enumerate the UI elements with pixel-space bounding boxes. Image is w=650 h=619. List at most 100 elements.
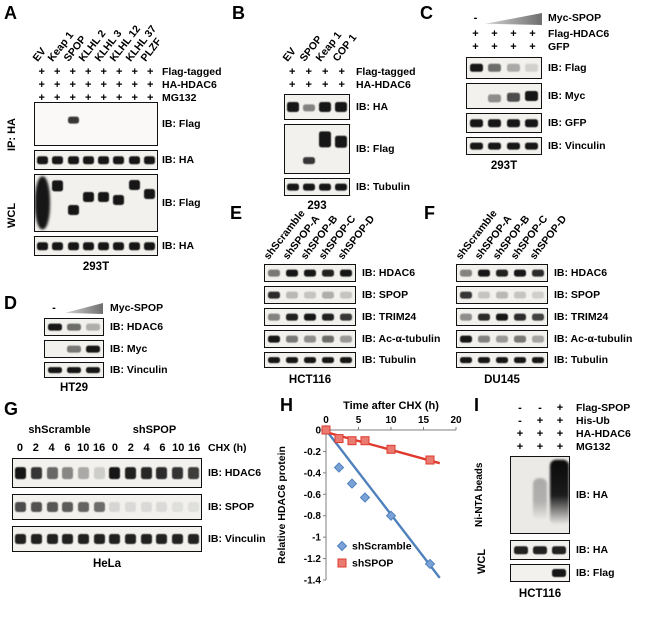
condition-symbol: + [54, 66, 61, 78]
protein-band [124, 533, 137, 545]
ib-label: IB: Vinculin [208, 533, 266, 545]
protein-band [187, 533, 199, 545]
cell-line-label: HeLa [92, 558, 122, 570]
condition-symbol: + [556, 441, 564, 453]
protein-band [531, 291, 545, 299]
protein-band [128, 156, 140, 164]
protein-band [86, 367, 101, 373]
protein-band [47, 367, 62, 373]
protein-band [82, 156, 94, 164]
protein-band [62, 533, 74, 545]
protein-band [98, 192, 110, 203]
protein-band [303, 156, 315, 165]
ib-label: IB: Myc [548, 90, 586, 102]
condition-symbol: + [510, 41, 517, 53]
condition-symbol: + [472, 41, 479, 53]
protein-band [525, 63, 539, 73]
protein-band [140, 501, 152, 513]
protein-band [52, 242, 64, 250]
ib-label: IB: Ac-α-tubulin [362, 333, 441, 345]
protein-band [477, 291, 491, 299]
condition-symbol: + [536, 441, 544, 453]
condition-row-label: GFP [548, 41, 570, 53]
condition-row-values: - + + [510, 415, 570, 427]
condition-row-label: HA-HDAC6 [356, 79, 411, 91]
panel-a-letter: A [4, 3, 17, 23]
western-blot [34, 174, 158, 232]
protein-band [46, 501, 58, 513]
western-blot [284, 124, 350, 174]
side-label-wcl: WCL [6, 202, 18, 228]
protein-band [335, 135, 347, 149]
condition-row-values: + + + [510, 428, 570, 440]
protein-band [140, 467, 152, 479]
protein-band [285, 269, 299, 277]
protein-band [98, 242, 110, 250]
condition-symbol: + [100, 79, 107, 91]
western-blot [264, 352, 356, 368]
protein-band [15, 533, 27, 545]
timepoint-row: 0 2 4 6 10 16 0 2 4 6 10 16 [12, 442, 202, 454]
protein-band [321, 313, 335, 321]
protein-band [488, 94, 502, 102]
condition-symbol: + [69, 66, 76, 78]
condition-row-values: + + + [510, 441, 570, 453]
protein-band [47, 323, 62, 331]
side-label-ni-nta: Ni-NTA beads [474, 462, 485, 528]
protein-band [339, 313, 353, 321]
condition-symbol: + [116, 92, 123, 104]
ubiquitin-smear [550, 459, 569, 525]
western-blot [12, 526, 202, 552]
condition-symbol: + [116, 66, 123, 78]
panel-h: H 0 5 10 15 20 0 -0.2 -0.4 -0.6 -0.8 -1 -1.2 -1.4 Tim… [274, 396, 472, 618]
protein-band [469, 142, 483, 150]
protein-band [533, 546, 547, 554]
condition-row-label: MG132 [576, 441, 611, 453]
protein-band [459, 313, 473, 321]
protein-band [267, 335, 281, 343]
ib-label: IB: TRIM24 [362, 311, 417, 323]
protein-band [339, 269, 353, 277]
ib-label: IB: GFP [548, 117, 587, 129]
condition-symbol: + [491, 28, 498, 40]
condition-symbol: - [473, 12, 478, 24]
condition-row-label: MG132 [162, 92, 197, 104]
svg-text:-0.8: -0.8 [304, 511, 322, 522]
western-blot [284, 94, 350, 120]
protein-band [156, 533, 168, 545]
svg-text:0: 0 [323, 415, 329, 426]
protein-band [303, 313, 317, 321]
group-label: shSPOP [132, 424, 177, 436]
condition-symbol: 10 [77, 442, 90, 454]
ib-label: IB: HDAC6 [110, 321, 164, 333]
condition-symbol: + [147, 92, 154, 104]
protein-band [285, 313, 299, 321]
condition-row-label: HA-HDAC6 [162, 79, 217, 91]
protein-band [124, 501, 137, 513]
condition-symbol: + [100, 92, 107, 104]
western-blot [44, 318, 104, 336]
ib-label: IB: Flag [162, 197, 201, 209]
ib-label: IB: HA [162, 154, 195, 166]
protein-band [267, 269, 281, 277]
western-blot [456, 308, 548, 326]
protein-band [321, 269, 335, 277]
svg-text:20: 20 [450, 415, 462, 426]
condition-symbol: + [69, 79, 76, 91]
protein-band [506, 63, 520, 73]
protein-band [77, 467, 90, 479]
protein-band [513, 291, 527, 299]
protein-band [477, 357, 491, 363]
condition-symbol: 0 [111, 442, 118, 454]
cell-line-label: 293T [82, 261, 110, 273]
protein-band [187, 501, 199, 513]
condition-symbol: + [556, 402, 564, 414]
protein-band [30, 533, 43, 545]
protein-band [488, 63, 502, 73]
protein-band [525, 90, 539, 102]
protein-band [156, 467, 168, 479]
protein-band [552, 569, 567, 577]
condition-symbol: 4 [48, 442, 55, 454]
protein-band [82, 242, 94, 250]
protein-band [15, 467, 27, 479]
